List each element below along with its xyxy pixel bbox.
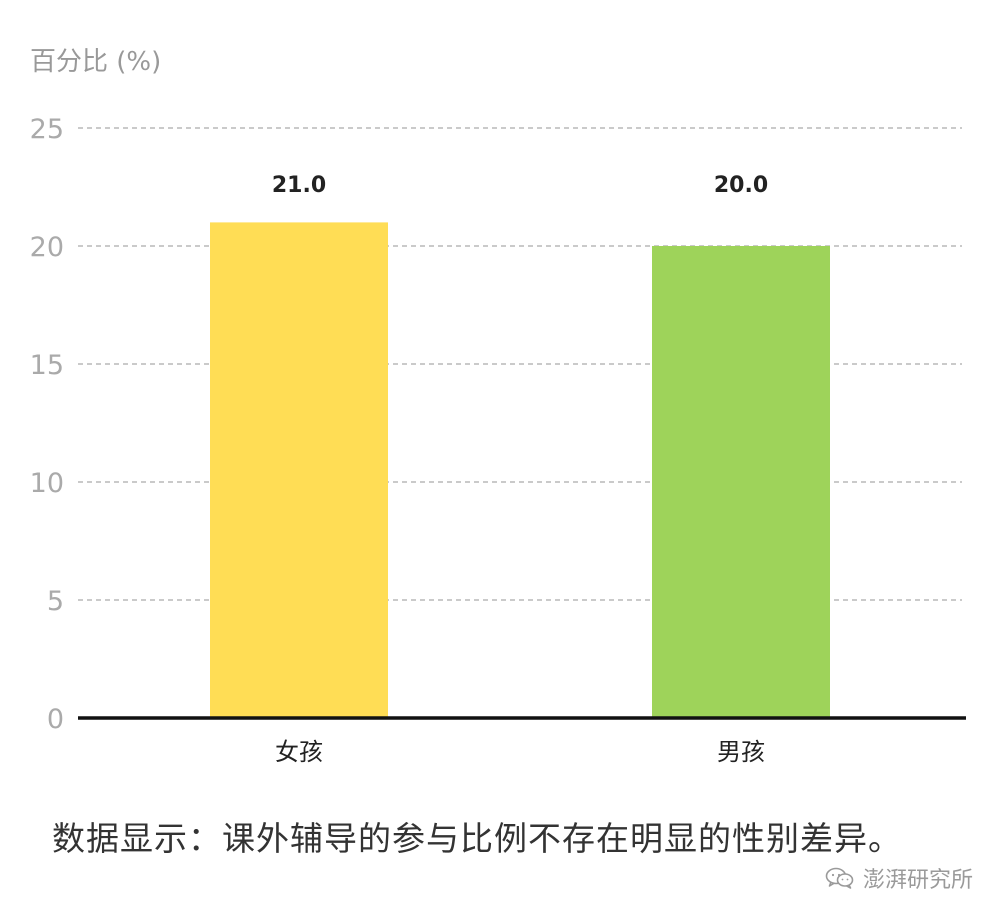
- x-tick-label: 男孩: [717, 738, 765, 766]
- y-axis-label: 百分比 (%): [30, 47, 161, 77]
- data-labels: 21.0 20.0: [272, 173, 768, 198]
- x-tick-labels: 女孩 男孩: [275, 738, 765, 766]
- y-tick-label: 20: [30, 232, 64, 263]
- y-tick-label: 0: [47, 704, 64, 735]
- y-tick-label: 15: [30, 350, 64, 381]
- y-tick-label: 10: [30, 468, 64, 499]
- wechat-icon: [825, 867, 854, 889]
- bar: [652, 246, 830, 718]
- y-tick-label: 25: [30, 114, 64, 145]
- x-tick-label: 女孩: [275, 738, 323, 766]
- bar: [210, 222, 388, 718]
- y-tick-label: 5: [47, 586, 64, 617]
- bars: [210, 222, 830, 718]
- y-tick-labels: 0 5 10 15 20 25: [30, 114, 64, 735]
- data-label: 20.0: [714, 173, 768, 198]
- watermark-text: 澎湃研究所: [862, 868, 973, 893]
- watermark: 澎湃研究所: [825, 862, 973, 894]
- chart-caption: 数据显示：课外辅导的参与比例不存在明显的性别差异。: [52, 819, 902, 858]
- bar-chart: 百分比 (%) 0 5 10 15 20 25 21.0 20.0 女孩 男孩: [30, 47, 966, 766]
- data-label: 21.0: [272, 173, 326, 198]
